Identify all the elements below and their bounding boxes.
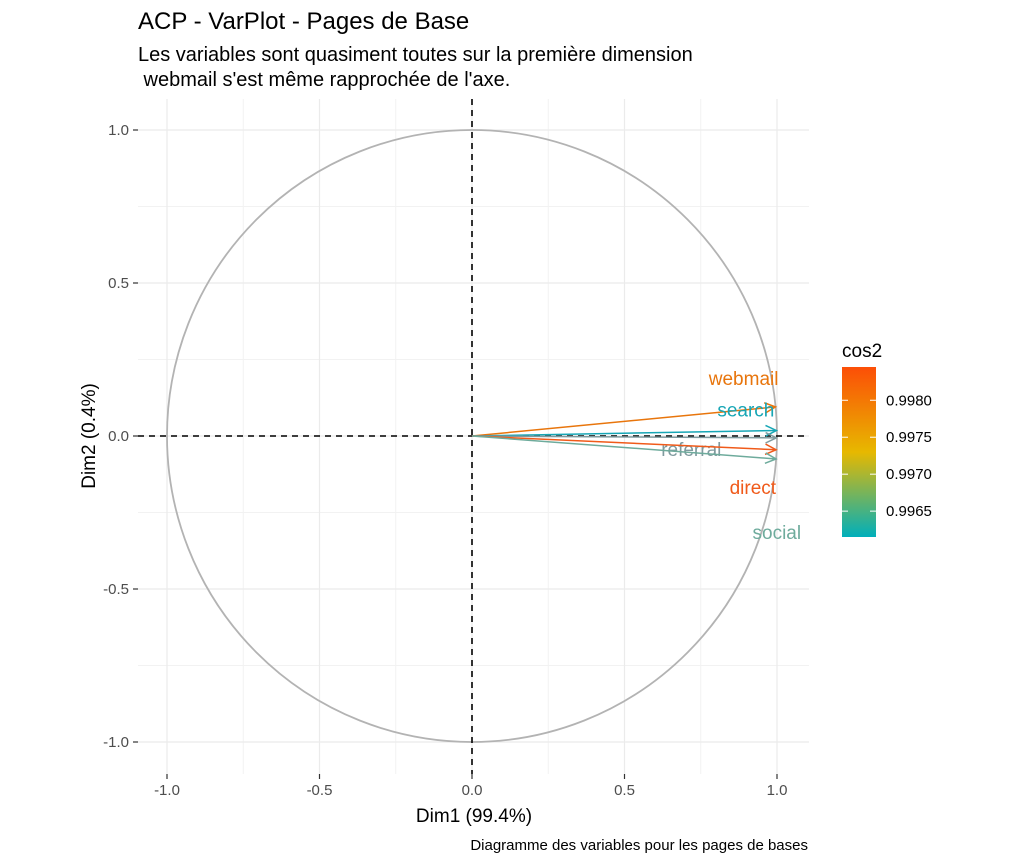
y-tick-label: 0.0 [108,428,129,445]
legend-colorbar [842,367,876,537]
legend-tick-label: 0.9970 [886,466,932,483]
variable-label-webmail: webmail [708,369,779,390]
arrow-referral [471,435,777,439]
x-tick-label: 0.5 [614,782,635,799]
x-tick-label: 1.0 [767,782,788,799]
variable-label-social: social [753,523,802,544]
y-tick-label: 1.0 [108,122,129,139]
arrow-social [471,435,777,460]
cos2-legend: cos2 0.9965 0.9970 0.9975 0.9980 [842,341,932,537]
y-tick-label: -1.0 [103,734,129,751]
x-axis-ticks: -1.0 -0.5 0.0 0.5 1.0 [154,774,787,799]
chart-subtitle-line-1: Les variables sont quasiment toutes sur … [138,44,693,66]
y-axis-ticks: -1.0 -0.5 0.0 0.5 1.0 [103,122,138,751]
legend-tick-label: 0.9975 [886,429,932,446]
arrow-search [471,429,777,437]
chart-title: ACP - VarPlot - Pages de Base [138,8,469,35]
arrowhead-webmail [763,402,778,414]
variable-label-direct: direct [730,478,777,499]
arrow-webmail [471,406,776,437]
x-axis-title: Dim1 (99.4%) [416,806,532,827]
chart-caption: Diagramme des variables pour les pages d… [470,837,808,854]
y-tick-label: -0.5 [103,581,129,598]
x-tick-label: 0.0 [462,782,483,799]
x-tick-label: -0.5 [307,782,333,799]
legend-tick-label: 0.9980 [886,392,932,409]
arrowhead-referral [765,431,779,444]
y-axis-title: Dim2 (0.4%) [79,383,100,489]
x-tick-label: -1.0 [154,782,180,799]
variable-label-search: search [717,400,774,421]
arrowhead-social [764,452,778,465]
legend-tick-label: 0.9965 [886,503,932,520]
arrow-direct [471,435,777,451]
arrowhead-direct [764,443,778,456]
chart-subtitle-line-2: webmail s'est même rapprochée de l'axe. [138,69,510,91]
y-tick-label: 0.5 [108,275,129,292]
legend-title: cos2 [842,341,882,362]
